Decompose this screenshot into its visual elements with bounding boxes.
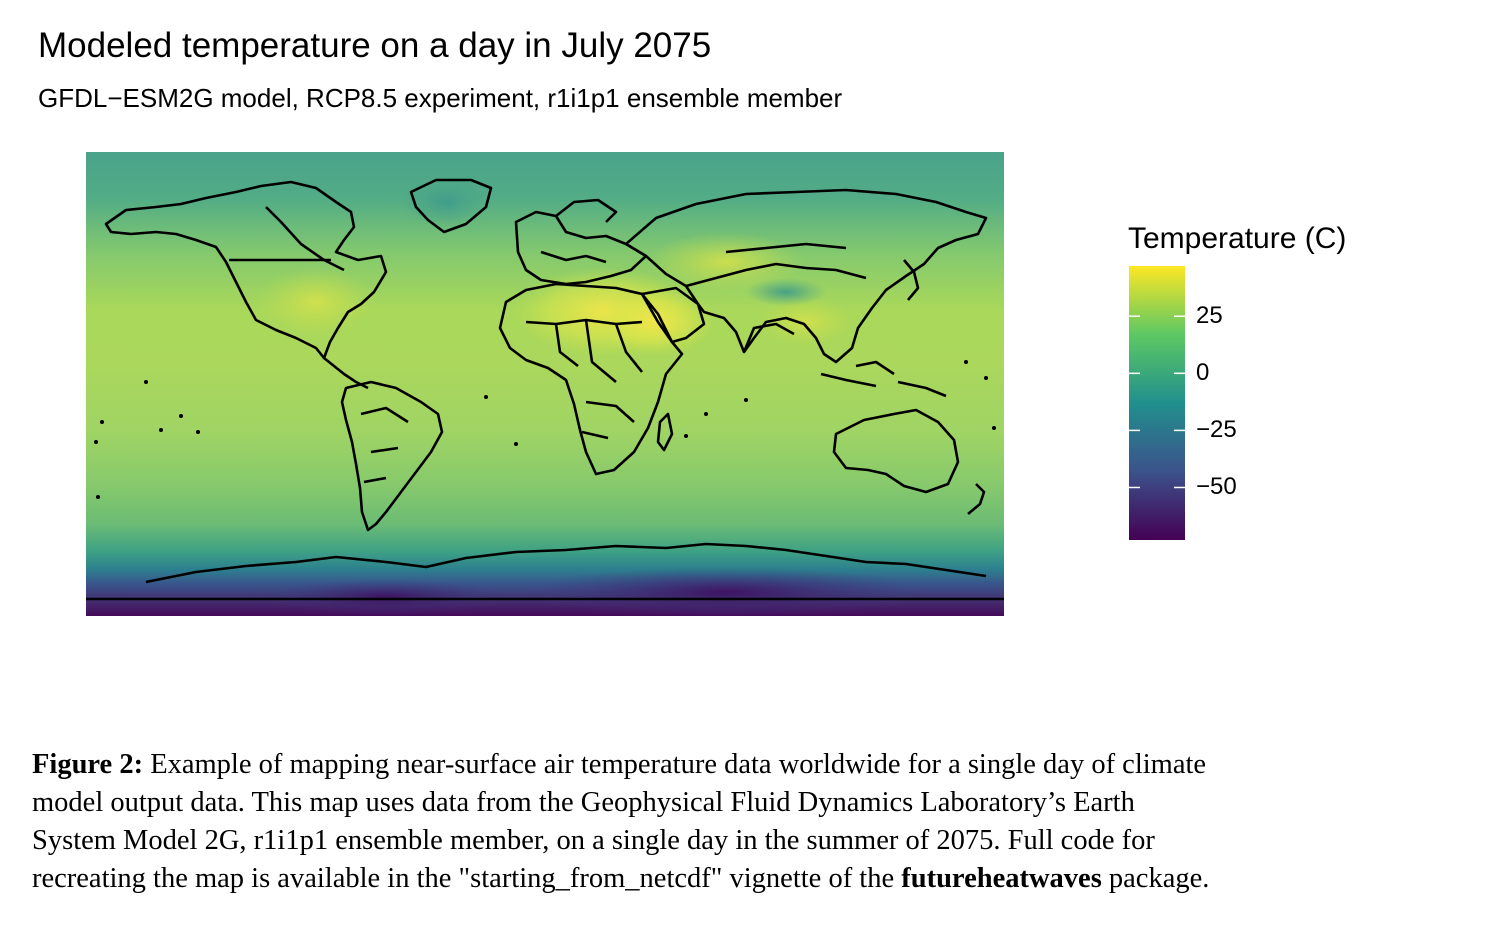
caption-text: recreating the map is available in the "… — [32, 863, 902, 894]
plot-title: Modeled temperature on a day in July 207… — [38, 26, 712, 65]
legend-tick-label: 25 — [1196, 302, 1223, 330]
caption-line: Figure 2: Example of mapping near-surfac… — [32, 746, 1432, 784]
legend-tick-label: −25 — [1196, 416, 1237, 444]
caption-line: recreating the map is available in the "… — [32, 860, 1432, 898]
legend-tick-label: 0 — [1196, 359, 1210, 387]
caption-text: package. — [1101, 863, 1210, 894]
legend-colorbar — [1129, 266, 1185, 540]
caption-label: Figure 2: — [32, 749, 144, 780]
caption-text: Example of mapping near-surface air temp… — [150, 749, 1207, 780]
coastline-outlines — [86, 178, 1004, 601]
caption-line: model output data. This map uses data fr… — [32, 787, 1135, 818]
color-legend: Temperature (C) 25 0 −25 −50 — [1128, 222, 1428, 552]
legend-tick-label: −50 — [1196, 473, 1237, 501]
package-name: futureheatwaves — [901, 863, 1102, 894]
island-markers — [94, 360, 996, 499]
caption-line: System Model 2G, r1i1p1 ensemble member,… — [32, 825, 1155, 856]
temperature-raster — [86, 152, 1004, 616]
legend-title: Temperature (C) — [1128, 222, 1347, 255]
plot-subtitle: GFDL−ESM2G model, RCP8.5 experiment, r1i… — [38, 83, 843, 113]
figure-caption: Figure 2: Example of mapping near-surfac… — [32, 746, 1432, 898]
world-temperature-map — [86, 152, 1004, 616]
